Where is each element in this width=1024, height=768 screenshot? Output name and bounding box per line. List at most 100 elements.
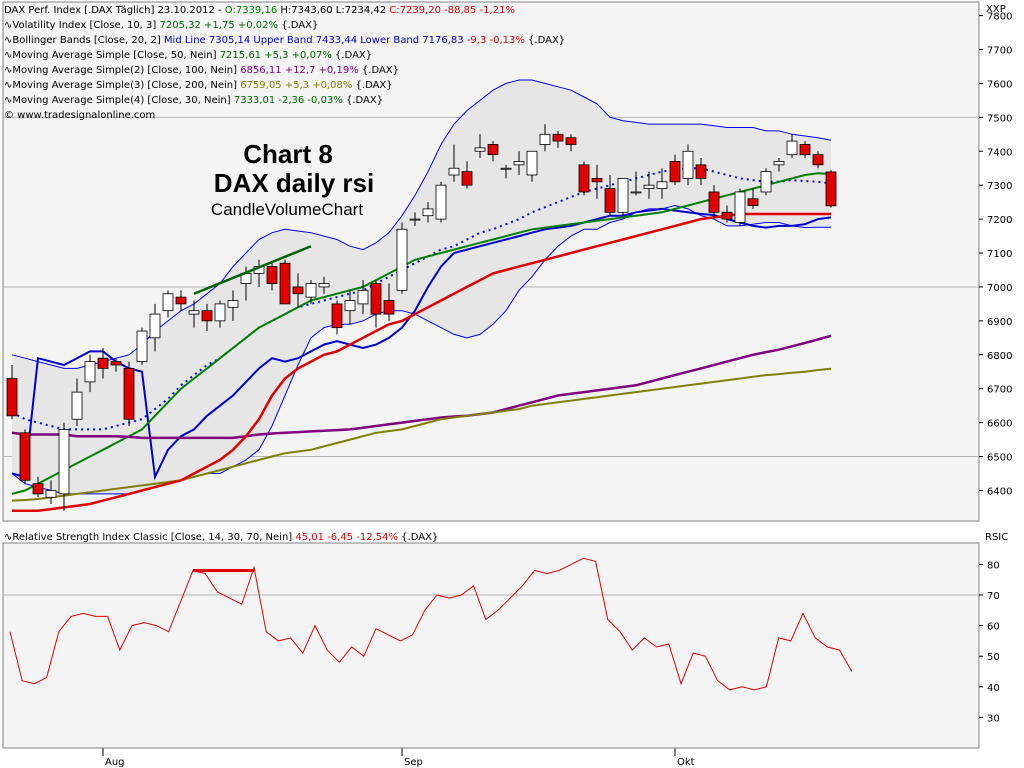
- legend-bollinger: ∿Bollinger Bands [Close, 20, 2] Mid Line…: [4, 33, 565, 48]
- copyright-text: © www.tradesignalonline.com: [4, 110, 156, 121]
- rsi-y-tick-label-50: 50: [987, 652, 1000, 663]
- legend-dax-close: C:7239,20 -88,85 -1,21%: [386, 5, 515, 16]
- candle-body: [487, 144, 499, 156]
- legend-sma50-name: Moving Average Simple [Close, 50, Nein]: [12, 50, 220, 61]
- candle-body: [331, 303, 343, 329]
- candle-body: [578, 164, 590, 193]
- legend-sma200-name: Moving Average Simple(3) [Close, 200, Ne…: [12, 80, 241, 91]
- rsi-y-tick-label-70: 70: [987, 591, 1000, 602]
- trend-line: [193, 245, 312, 295]
- candle-body: [110, 361, 122, 366]
- legend-bb-name: Bollinger Bands [Close, 20, 2]: [12, 35, 164, 46]
- rsi-line: [9, 557, 853, 691]
- candle-body: [175, 296, 187, 305]
- y-tick-label-7600: 7600: [987, 79, 1012, 90]
- rsi-legend: ∿Relative Strength Index Classic [Close,…: [4, 530, 438, 545]
- legend-sma200-icon: ∿: [4, 80, 13, 91]
- candle-body: [604, 188, 616, 213]
- candle-body: [786, 140, 798, 156]
- candle-body: [539, 133, 551, 145]
- candle-body: [799, 144, 811, 156]
- candle-body: [695, 164, 707, 179]
- legend-vdax-icon: ∿: [4, 20, 13, 31]
- legend-sma200-suffix: {.DAX}: [352, 80, 393, 91]
- bollinger-mid-line: [11, 167, 832, 431]
- candle-body: [279, 262, 291, 305]
- y-tick-label-7700: 7700: [987, 45, 1012, 56]
- candle-body: [396, 228, 408, 291]
- rsi-y-tick-label-80: 80: [987, 560, 1000, 571]
- candle-body: [500, 167, 512, 170]
- legend-bb-upper: Upper Band 7433,44: [250, 35, 358, 46]
- y-tick-label-6800: 6800: [987, 351, 1012, 362]
- legend-bb-change: -9,3 -0,13%: [463, 35, 525, 46]
- annotation-title: Chart 8: [243, 139, 333, 169]
- sma100-line: [11, 334, 832, 440]
- legend-rsi-suffix: {.DAX}: [398, 532, 439, 543]
- candle-body: [305, 283, 317, 298]
- y-tick-label-7500: 7500: [987, 113, 1012, 124]
- candle-body: [474, 147, 486, 152]
- candle-body: [383, 300, 395, 315]
- candle-body: [760, 171, 772, 193]
- candle-body: [825, 171, 837, 207]
- legend-vdax-suffix: {.DAX}: [278, 20, 319, 31]
- y-tick-label-7300: 7300: [987, 181, 1012, 192]
- y-tick-label-6900: 6900: [987, 317, 1012, 328]
- candle-body: [45, 490, 57, 498]
- y-tick-label-7000: 7000: [987, 283, 1012, 294]
- candle-body: [656, 181, 668, 189]
- x-tick-label-Aug: Aug: [105, 757, 125, 768]
- legend-sma100-name: Moving Average Simple(2) [Close, 100, Ne…: [12, 65, 241, 76]
- bollinger-upper-band-line: [11, 79, 832, 369]
- y-tick-label-7200: 7200: [987, 215, 1012, 226]
- candle-body: [214, 303, 226, 322]
- volatility-index-line: [11, 207, 832, 481]
- rsi-y-tick-label-40: 40: [987, 683, 1000, 694]
- candle-body: [136, 330, 148, 362]
- y-tick-label-6700: 6700: [987, 385, 1012, 396]
- candle-body: [630, 191, 642, 194]
- y-tick-label-6400: 6400: [987, 486, 1012, 497]
- legend-dax-high: H:7343,60: [277, 5, 333, 16]
- candle-body: [591, 177, 603, 183]
- candle-body: [552, 133, 564, 142]
- candle-body: [201, 310, 213, 322]
- sma200-line: [11, 367, 832, 502]
- price-legend: DAX Perf. Index [.DAX Täglich] 23.10.201…: [4, 3, 565, 123]
- rsi-panel: 30 40 50 60 70 80 RSIC: [0, 525, 1014, 750]
- legend-sma30-suffix: {.DAX}: [342, 95, 384, 106]
- candle-body: [461, 171, 473, 186]
- y-tick-label-7800: 7800: [987, 12, 1012, 23]
- candle-body: [123, 367, 135, 420]
- candle-body: [149, 313, 161, 339]
- price-panel: 6400 6500 6600 6700 6800 6900 7000 7100 7200 7300…: [0, 0, 1014, 523]
- legend-vdax-name: Volatility Index [Close, 10, 3]: [12, 20, 160, 31]
- candle-body: [32, 483, 44, 495]
- legend-sma100-icon: ∿: [4, 65, 13, 76]
- legend-bb-lower: Lower Band 7176,83: [357, 35, 464, 46]
- candle-body: [669, 161, 681, 183]
- y-tick-label-6600: 6600: [987, 419, 1012, 430]
- legend-sma50-suffix: {.DAX}: [331, 50, 373, 61]
- rsi-plot-area: [2, 542, 980, 749]
- annotation-chart-type: CandleVolumeChart: [211, 200, 363, 219]
- x-tick-label-Sep: Sep: [404, 757, 423, 768]
- candle-body: [617, 177, 629, 213]
- legend-sma50-value: 7215,61 +5,3 +0,07%: [219, 50, 332, 61]
- candle-body: [188, 310, 200, 315]
- price-axis-title: XXP: [986, 4, 1006, 15]
- candle-body: [734, 191, 746, 223]
- legend-vdax: ∿Volatility Index [Close, 10, 3] 7205,32…: [4, 18, 565, 33]
- rsi-y-tick-label-60: 60: [987, 622, 1000, 633]
- candle-body: [357, 289, 369, 305]
- candle-body: [565, 137, 577, 145]
- legend-rsi-icon: ∿: [4, 532, 13, 543]
- annotation-subtitle: DAX daily rsi: [214, 168, 374, 198]
- candle-body: [58, 429, 70, 495]
- candle-body: [682, 150, 694, 179]
- candle-body: [97, 357, 109, 369]
- legend-dax-low: L:7234,42: [332, 5, 387, 16]
- legend-sma30-name: Moving Average Simple(4) [Close, 30, Nei…: [12, 95, 234, 106]
